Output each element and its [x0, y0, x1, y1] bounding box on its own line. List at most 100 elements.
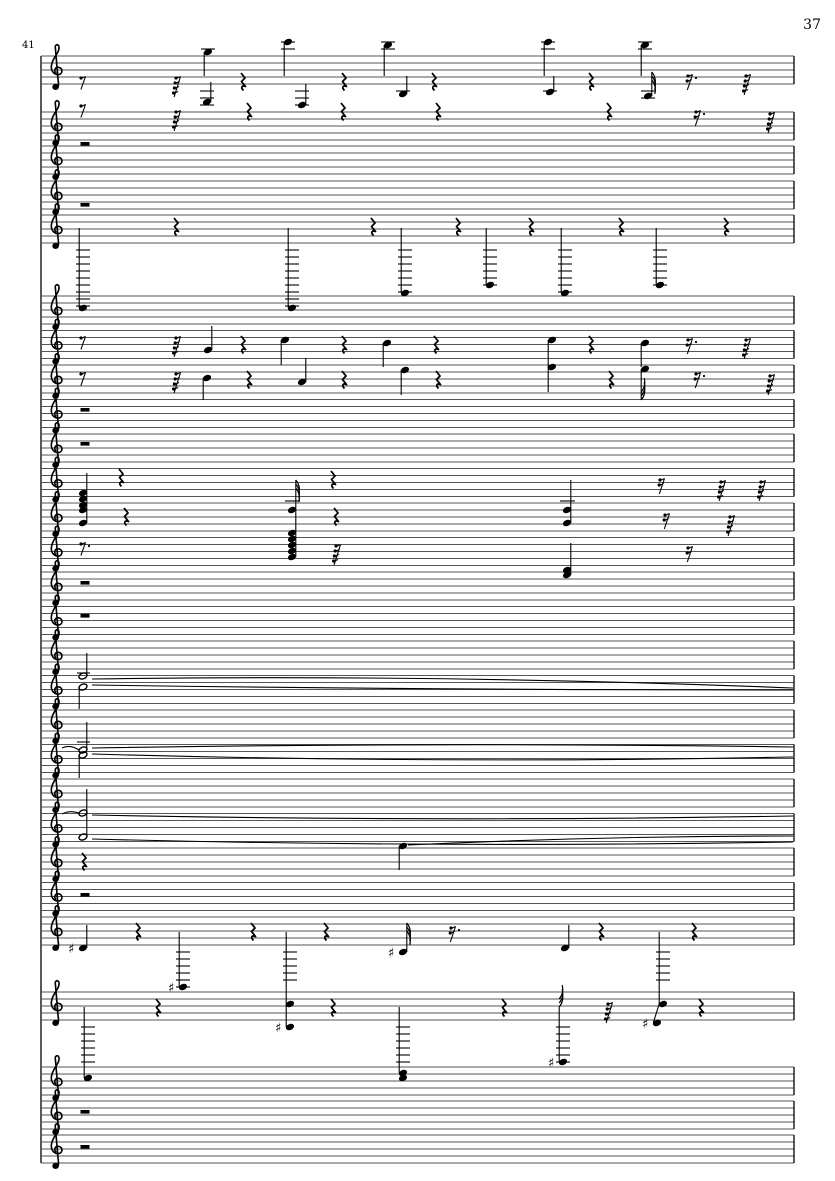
- eighth-rest-hook: [80, 372, 86, 375]
- thirty-second-rest-hook: [175, 76, 181, 79]
- whole-rest: [80, 442, 90, 446]
- eighth-rest-hook: [80, 542, 86, 545]
- notehead: [640, 339, 650, 347]
- quarter-rest: [340, 102, 347, 122]
- notehead: [398, 842, 408, 850]
- thirty-second-rest-hook: [745, 74, 751, 77]
- notehead: [655, 281, 665, 289]
- quarter-rest: [341, 72, 348, 92]
- thirty-second-rest-stem: [767, 374, 776, 396]
- sixteenth-rest-hook: [695, 372, 701, 375]
- staff: [41, 456, 795, 503]
- thirty-second-rest-hook: [729, 515, 735, 518]
- notehead: [78, 495, 88, 503]
- notehead: [297, 378, 307, 386]
- sixteenth-rest-hook: [687, 546, 693, 549]
- thirty-second-rest-hook: [769, 374, 775, 377]
- quarter-rest: [240, 335, 247, 355]
- staff: [41, 1122, 795, 1169]
- staff: [41, 1054, 795, 1101]
- notehead: [78, 304, 88, 312]
- thirty-second-rest-hook: [769, 112, 775, 115]
- treble-clef-ball: [53, 1021, 58, 1026]
- eighth-rest-stem: [80, 76, 87, 90]
- notehead: [562, 519, 572, 527]
- sixteenth-rest-hook: [687, 338, 693, 341]
- thirty-second-rest-stem: [727, 515, 736, 537]
- notehead: [485, 281, 495, 289]
- quarter-rest: [608, 370, 615, 390]
- thirty-second-rest-hook: [745, 338, 751, 341]
- notehead: [78, 506, 88, 514]
- measure-number: 41: [22, 40, 35, 51]
- staff: [41, 1088, 795, 1135]
- whole-rest: [80, 1110, 90, 1114]
- staff: [41, 283, 795, 330]
- note-stem: [652, 1003, 660, 1024]
- tie-slur: [61, 811, 80, 815]
- treble-clef-icon: [50, 1054, 63, 1101]
- thirty-second-rest-stem: [743, 338, 752, 360]
- eighth-rest-hook: [80, 104, 86, 107]
- whole-rest: [80, 893, 90, 897]
- rhythm-dot: [702, 112, 706, 116]
- quarter-rest: [341, 370, 348, 390]
- quarter-rest: [246, 102, 253, 122]
- staff: [41, 43, 795, 90]
- notehead: [560, 289, 570, 297]
- sixteenth-rest-stem: [694, 110, 702, 127]
- treble-clef-shape: [50, 283, 63, 330]
- staff: [41, 202, 795, 249]
- sixteenth-rest-hook: [450, 926, 456, 929]
- notehead: [78, 519, 88, 527]
- notehead: [287, 529, 297, 537]
- staff: [41, 490, 795, 537]
- thirty-second-rest-hook: [335, 544, 341, 547]
- sixteenth-rest-stem: [694, 372, 702, 389]
- notehead: [383, 41, 393, 49]
- notehead: [285, 1000, 295, 1008]
- notehead: [398, 948, 408, 956]
- staff: [41, 594, 795, 641]
- notehead: [558, 1058, 568, 1066]
- rhythm-dot: [702, 374, 706, 378]
- tie-slur: [91, 838, 794, 845]
- treble-clef-icon: [50, 283, 63, 330]
- sharp-icon: ♯: [548, 1056, 554, 1071]
- eighth-rest-hook: [80, 76, 86, 79]
- treble-clef-icon: [50, 904, 63, 951]
- staff: [41, 421, 795, 468]
- eighth-rest-stem: [80, 542, 87, 556]
- notehead: [287, 304, 297, 312]
- page-number: 37: [803, 17, 821, 33]
- note-flag: [640, 377, 646, 393]
- eighth-rest-stem: [80, 336, 87, 350]
- whole-rest: [80, 581, 90, 585]
- quarter-rest: [588, 72, 595, 92]
- staff: [41, 525, 795, 572]
- quarter-rest: [246, 370, 253, 390]
- notehead: [78, 489, 88, 497]
- whole-rest: [80, 142, 90, 146]
- staff: [41, 663, 795, 710]
- rhythm-dot: [694, 340, 698, 344]
- staff: [41, 168, 795, 215]
- quarter-rest: [431, 72, 438, 92]
- notehead: [202, 374, 212, 382]
- sixteenth-rest-hook: [664, 513, 670, 516]
- quarter-rest: [691, 922, 698, 942]
- thirty-second-rest-hook: [175, 110, 181, 113]
- staff: [41, 870, 795, 917]
- whole-rest: [80, 203, 90, 207]
- notehead: [400, 366, 410, 374]
- staff: [41, 99, 795, 146]
- notehead: [562, 566, 572, 574]
- treble-clef-ball: [53, 244, 58, 249]
- thirty-second-rest-stem: [758, 480, 767, 502]
- notehead: [203, 48, 213, 56]
- treble-clef-shape: [50, 43, 63, 90]
- thirty-second-rest-stem: [333, 544, 342, 566]
- notehead: [83, 1074, 93, 1082]
